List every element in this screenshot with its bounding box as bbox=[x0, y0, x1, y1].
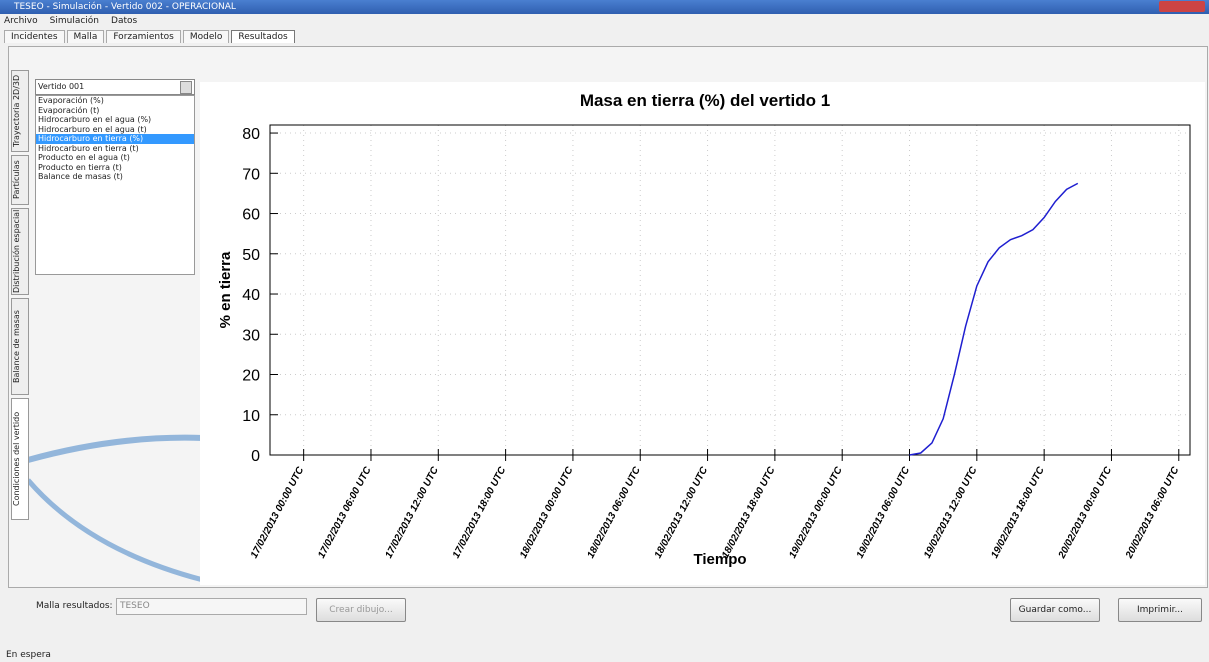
y-tick-label: 40 bbox=[242, 287, 260, 304]
x-tick-label: 19/02/2013 18:00 UTC bbox=[989, 465, 1047, 561]
y-tick-label: 50 bbox=[242, 247, 260, 264]
y-tick-label: 70 bbox=[242, 166, 260, 183]
x-tick-label: 20/02/2013 06:00 UTC bbox=[1123, 465, 1181, 562]
x-tick-label: 18/02/2013 12:00 UTC bbox=[653, 465, 711, 561]
y-tick-label: 10 bbox=[242, 408, 260, 425]
draw-button[interactable]: Crear dibujo... bbox=[316, 598, 406, 622]
x-tick-label: 17/02/2013 00:00 UTC bbox=[249, 465, 307, 561]
list-item[interactable]: Evaporación (t) bbox=[38, 105, 100, 115]
menu-item[interactable]: Datos bbox=[111, 16, 138, 26]
dropdown[interactable]: Vertido 001 bbox=[35, 79, 195, 95]
x-tick-label: 17/02/2013 18:00 UTC bbox=[451, 465, 509, 561]
plot-frame bbox=[269, 124, 1191, 456]
x-tick-label: 18/02/2013 06:00 UTC bbox=[585, 465, 643, 561]
save-button[interactable]: Guardar como... bbox=[1010, 598, 1100, 622]
mesh-dropdown[interactable]: TESEO bbox=[116, 598, 307, 615]
list-item[interactable]: Producto en el agua (t) bbox=[38, 153, 130, 162]
tab[interactable]: Incidentes bbox=[4, 30, 65, 43]
list-item[interactable]: Hidrocarburo en el agua (%) bbox=[38, 115, 152, 124]
window-controls[interactable] bbox=[1159, 1, 1205, 12]
status-bar: En espera bbox=[6, 650, 51, 660]
dropdown-value: Vertido 001 bbox=[38, 82, 85, 91]
x-tick-label: 17/02/2013 12:00 UTC bbox=[383, 465, 441, 561]
x-tick-label: 19/02/2013 12:00 UTC bbox=[922, 465, 980, 561]
x-tick-label: 20/02/2013 00:00 UTC bbox=[1056, 465, 1114, 562]
tab[interactable]: Modelo bbox=[182, 30, 230, 43]
y-tick-label: 80 bbox=[242, 126, 260, 143]
background-decoration bbox=[28, 434, 203, 583]
tab[interactable]: Forzamientos bbox=[106, 30, 181, 43]
list-item[interactable]: Producto en tierra (t) bbox=[38, 162, 122, 172]
x-tick-label: 18/02/2013 18:00 UTC bbox=[720, 465, 778, 561]
y-axis-label: % en tierra bbox=[217, 251, 234, 328]
y-tick-label: 0 bbox=[251, 448, 260, 465]
print-button[interactable]: Imprimir... bbox=[1118, 598, 1202, 622]
data-line bbox=[909, 182, 1079, 456]
y-tick-label: 60 bbox=[242, 207, 260, 224]
side-tab[interactable]: Condiciones del vertido bbox=[11, 398, 29, 520]
tab[interactable]: Resultados bbox=[231, 30, 295, 43]
side-tab[interactable]: Partículas bbox=[11, 155, 29, 205]
list-item[interactable]: Evaporación (%) bbox=[38, 96, 104, 105]
side-tab[interactable]: Distribución espacial bbox=[11, 208, 29, 295]
chart: Masa en tierra (%) del vertido 1 Tiempo … bbox=[200, 82, 1205, 585]
mesh-value: TESEO bbox=[120, 601, 150, 611]
side-tab[interactable]: Trayectoria 2D/3D bbox=[11, 70, 29, 152]
list-item[interactable]: Hidrocarburo en tierra (t) bbox=[38, 143, 139, 153]
list-item[interactable]: Hidrocarburo en el agua (t) bbox=[38, 124, 147, 134]
mesh-label: Malla resultados: bbox=[36, 601, 113, 611]
side-tab[interactable]: Balance de masas bbox=[11, 298, 29, 395]
variable-list: Evaporación (%) Evaporación (t) Hidrocarbu… bbox=[35, 95, 195, 275]
tab-bar: Incidentes Malla Forzamientos Modelo Resulta… bbox=[4, 30, 297, 43]
tab[interactable]: Malla bbox=[66, 30, 105, 43]
x-tick-label: 19/02/2013 00:00 UTC bbox=[787, 465, 845, 561]
menu-item[interactable]: Archivo bbox=[4, 16, 38, 26]
x-tick-label: 18/02/2013 00:00 UTC bbox=[518, 465, 576, 561]
menu-item[interactable]: Simulación bbox=[49, 16, 100, 26]
title-bar: TESEO - Simulación - Vertido 002 - OPERA… bbox=[0, 0, 1209, 14]
list-item[interactable]: Balance de masas (t) bbox=[38, 172, 123, 181]
window-title: TESEO - Simulación - Vertido 002 - OPERA… bbox=[14, 2, 236, 12]
y-tick-label: 30 bbox=[242, 327, 260, 344]
x-axis-label: Tiempo bbox=[693, 551, 746, 568]
x-tick-label: 19/02/2013 06:00 UTC bbox=[855, 465, 913, 561]
list-item[interactable]: Hidrocarburo en tierra (%) bbox=[36, 134, 194, 144]
menu-bar: Archivo Simulación Datos bbox=[4, 16, 149, 26]
x-tick-label: 17/02/2013 06:00 UTC bbox=[316, 465, 374, 561]
y-tick-label: 20 bbox=[242, 368, 260, 385]
chart-title: Masa en tierra (%) del vertido 1 bbox=[580, 91, 830, 110]
